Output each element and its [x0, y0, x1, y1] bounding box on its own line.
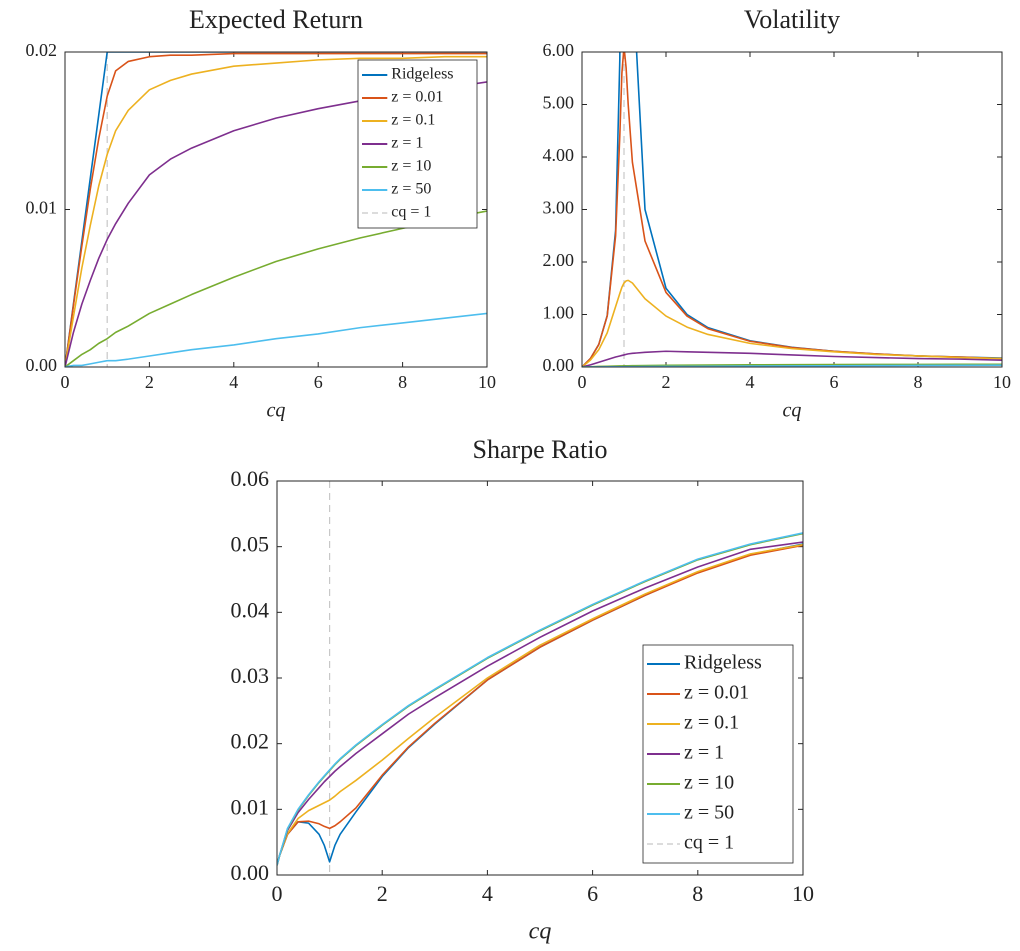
legend-label: z = 1 — [684, 742, 724, 764]
y-tick-label: 6.00 — [543, 40, 575, 60]
x-tick-label: 4 — [746, 372, 755, 392]
y-tick-label: 0.02 — [26, 40, 58, 60]
y-tick-label: 4.00 — [543, 145, 575, 165]
x-tick-label: 8 — [398, 372, 407, 392]
legend-label: z = 0.01 — [391, 89, 443, 106]
y-tick-label: 3.00 — [543, 198, 575, 218]
y-tick-label: 2.00 — [543, 250, 575, 270]
y-tick-label: 1.00 — [543, 303, 575, 323]
legend-label: cq = 1 — [684, 832, 734, 854]
x-tick-label: 6 — [314, 372, 323, 392]
x-axis-label: cq — [783, 400, 802, 422]
x-tick-label: 4 — [229, 372, 238, 392]
x-tick-label: 6 — [587, 881, 598, 906]
chart-title: Volatility — [744, 5, 840, 34]
x-tick-label: 0 — [272, 881, 283, 906]
legend-label: z = 0.1 — [684, 712, 739, 734]
series-line — [277, 541, 803, 866]
x-axis-label: cq — [529, 919, 552, 945]
y-tick-label: 0.05 — [231, 532, 270, 557]
x-tick-label: 6 — [830, 372, 839, 392]
legend-label: z = 10 — [684, 772, 734, 794]
series-line — [582, 350, 1002, 367]
x-tick-label: 2 — [145, 372, 154, 392]
y-tick-label: 0.04 — [231, 597, 270, 622]
x-axis-label: cq — [267, 400, 286, 422]
plot-area — [582, 52, 1002, 367]
y-tick-label: 0.06 — [231, 466, 270, 491]
series-line — [65, 55, 487, 367]
x-tick-label: 0 — [61, 372, 70, 392]
y-tick-label: 0.00 — [26, 355, 58, 375]
axes-box — [581, 51, 1003, 368]
chart-title: Sharpe Ratio — [472, 435, 607, 464]
series-line — [65, 52, 487, 367]
series-line — [582, 279, 1002, 367]
legend-label: z = 10 — [391, 158, 431, 175]
plot-lines — [277, 481, 803, 875]
legend-label: cq = 1 — [391, 204, 431, 221]
y-tick-label: 0.01 — [26, 198, 58, 218]
x-tick-label: 10 — [993, 372, 1011, 392]
legend-label: z = 50 — [391, 181, 431, 198]
y-tick-label: 0.02 — [231, 729, 270, 754]
x-tick-label: 10 — [478, 372, 496, 392]
y-tick-label: 0.00 — [543, 355, 575, 375]
legend-label: z = 50 — [684, 802, 734, 824]
legend-label: z = 1 — [391, 135, 423, 152]
axes-box — [276, 480, 804, 876]
series-line — [65, 210, 487, 367]
y-tick-label: 0.03 — [231, 663, 270, 688]
x-tick-label: 0 — [578, 372, 587, 392]
chart-title: Expected Return — [189, 5, 363, 34]
axes-box — [64, 51, 488, 368]
series-line — [65, 52, 487, 367]
x-tick-label: 2 — [662, 372, 671, 392]
legend-label: z = 0.01 — [684, 682, 749, 704]
x-tick-label: 2 — [377, 881, 388, 906]
legend-label: z = 0.1 — [391, 112, 435, 129]
series-line — [277, 543, 803, 866]
x-tick-label: 4 — [482, 881, 493, 906]
series-line — [65, 312, 487, 367]
series-line — [277, 544, 803, 866]
legend-label: Ridgeless — [391, 66, 453, 83]
legend-label: Ridgeless — [684, 652, 762, 674]
x-tick-label: 8 — [692, 881, 703, 906]
plot-lines — [582, 52, 1002, 367]
y-tick-label: 5.00 — [543, 93, 575, 113]
x-tick-label: 8 — [914, 372, 923, 392]
y-tick-label: 0.00 — [231, 860, 270, 885]
x-tick-label: 10 — [792, 881, 814, 906]
y-tick-label: 0.01 — [231, 794, 270, 819]
series-line — [277, 532, 803, 866]
